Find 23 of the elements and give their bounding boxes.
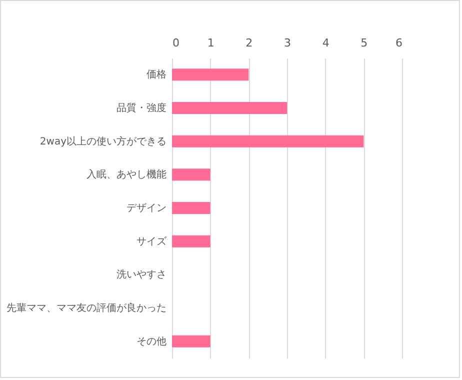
x-tick-label: 2 — [246, 36, 253, 50]
y-tick-label: 価格 — [146, 68, 166, 81]
x-tick-label: 0 — [172, 36, 180, 50]
x-tick-label: 1 — [207, 36, 214, 50]
x-tick-label: 3 — [284, 36, 291, 50]
bar — [172, 168, 210, 181]
bar — [172, 102, 287, 114]
y-tick-label: 2way以上の使い方ができる — [40, 135, 166, 148]
y-tick-label: 先輩ママ、ママ友の評価が良かった — [6, 302, 166, 314]
x-tick-label: 5 — [360, 36, 368, 50]
bar — [172, 135, 364, 148]
y-tick-label: デザイン — [126, 203, 166, 214]
y-tick-label: その他 — [136, 335, 166, 348]
bar — [172, 202, 210, 214]
x-tick-label: 6 — [396, 36, 402, 50]
y-tick-label: サイズ — [136, 235, 168, 248]
bar — [172, 68, 249, 81]
bar — [172, 235, 210, 248]
y-tick-label: 洗いやすさ — [116, 268, 166, 281]
x-tick-label: 4 — [322, 36, 330, 50]
bar — [172, 335, 210, 348]
y-tick-label: 入眠、あやし機能 — [86, 168, 166, 181]
y-tick-label: 品質・強度 — [116, 102, 166, 114]
